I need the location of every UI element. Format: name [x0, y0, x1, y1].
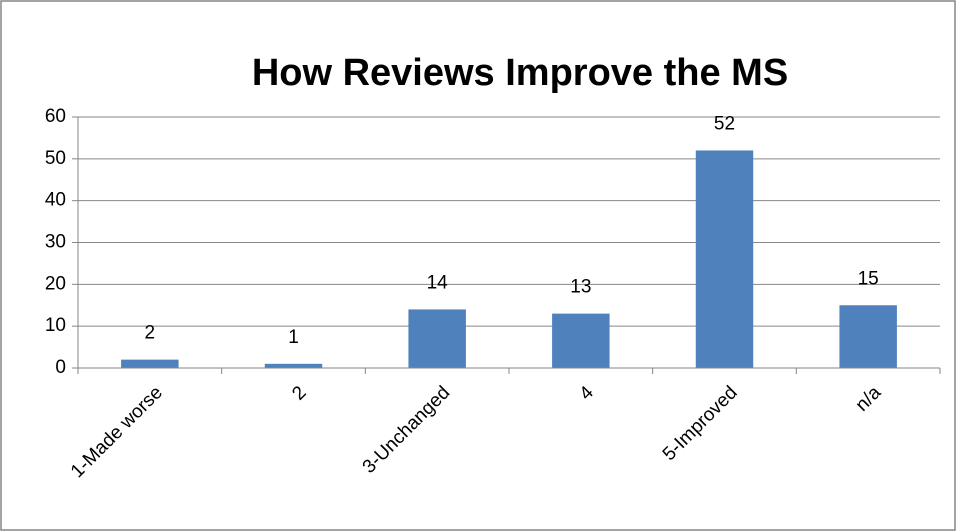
bar — [839, 305, 897, 368]
y-tick-label: 20 — [45, 273, 66, 294]
y-tick-label: 40 — [45, 190, 66, 211]
data-label: 2 — [145, 323, 156, 344]
bar — [408, 309, 466, 368]
data-label: 52 — [714, 113, 735, 134]
data-label: 13 — [570, 277, 591, 298]
y-tick-label: 30 — [45, 232, 66, 253]
y-tick-label: 10 — [45, 315, 66, 336]
data-label: 14 — [427, 272, 449, 293]
bar — [552, 313, 610, 368]
bar — [121, 359, 179, 368]
chart-title: How Reviews Improve the MS — [252, 52, 788, 94]
bar — [264, 363, 323, 368]
data-label: 15 — [858, 268, 879, 289]
data-label: 1 — [288, 327, 299, 348]
y-tick-label: 50 — [45, 148, 66, 169]
bar — [695, 150, 754, 368]
y-tick-label: 60 — [45, 106, 66, 127]
y-tick-label: 0 — [55, 357, 66, 378]
